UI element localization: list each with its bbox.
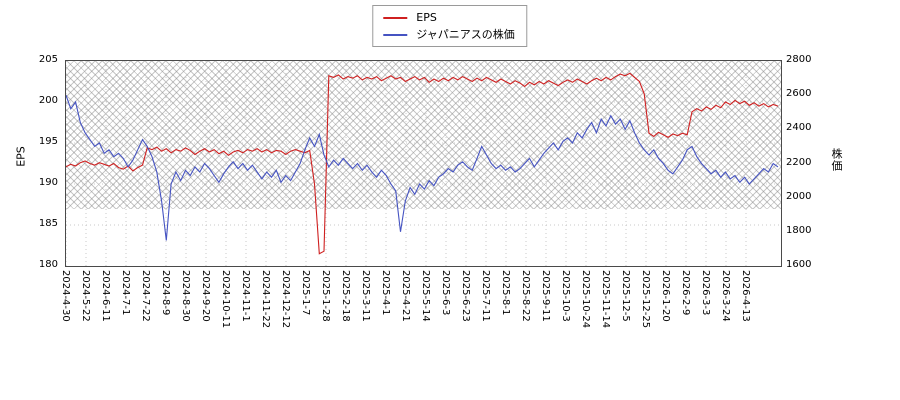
- x-tick-label: 2024-5-22: [80, 270, 91, 322]
- x-tick-label: 2025-6-23: [460, 270, 471, 322]
- x-tick-label: 2025-9-11: [540, 270, 551, 322]
- x-tick-label: 2025-1-28: [320, 270, 331, 322]
- y-tick-label-right: 1600: [786, 259, 812, 270]
- y-tick-label-left: 185: [38, 218, 58, 229]
- x-tick-label: 2026-1-20: [660, 270, 671, 322]
- y-tick-label-left: 195: [38, 136, 58, 147]
- x-tick-label: 2025-8-22: [520, 270, 531, 322]
- y-tick-label-right: 2400: [786, 122, 812, 134]
- x-tick-label: 2024-8-30: [180, 270, 191, 322]
- x-tick-label: 2024-7-1: [120, 270, 131, 316]
- x-tick-label: 2025-8-1: [500, 270, 511, 316]
- x-tick-label: 2024-8-9: [160, 270, 171, 316]
- x-tick-label: 2025-10-3: [560, 270, 571, 322]
- right-axis-title: 株価: [830, 148, 843, 172]
- x-tick-label: 2026-3-24: [720, 270, 731, 322]
- plot-area: [65, 60, 782, 267]
- y-tick-label-right: 1800: [786, 224, 812, 236]
- legend-item-stock-price: ジャパニアスの株価: [383, 28, 515, 41]
- x-tick-label: 2024-6-11: [100, 270, 111, 322]
- x-tick-label: 2024-10-11: [220, 270, 231, 329]
- y-tick-label-right: 2200: [786, 156, 812, 168]
- hatch-pattern: [66, 61, 781, 209]
- y-tick-label-right: 2000: [786, 190, 812, 202]
- x-tick-label: 2024-4-30: [60, 270, 71, 322]
- x-tick-label: 2025-10-24: [580, 270, 591, 329]
- y-tick-label-left: 190: [38, 177, 58, 188]
- x-tick-label: 2025-12-5: [620, 270, 631, 322]
- x-tick-label: 2025-4-21: [400, 270, 411, 322]
- x-tick-label: 2024-12-12: [280, 270, 291, 329]
- x-tick-label: 2025-2-18: [340, 270, 351, 322]
- x-tick-label: 2024-11-22: [260, 270, 271, 329]
- y-tick-label-right: 2600: [786, 88, 812, 100]
- x-tick-label: 2024-7-22: [140, 270, 151, 322]
- legend: EPS ジャパニアスの株価: [372, 5, 528, 47]
- x-tick-label: 2025-3-11: [360, 270, 371, 322]
- eps-line-swatch: [383, 16, 408, 19]
- legend-item-eps: EPS: [383, 11, 514, 24]
- x-tick-label: 2026-3-3: [700, 270, 711, 316]
- left-axis-title: EPS: [14, 146, 28, 167]
- x-tick-label: 2025-11-14: [600, 270, 611, 329]
- y-tick-label-left: 205: [38, 54, 58, 65]
- y-tick-label-left: 180: [38, 259, 58, 270]
- x-tick-label: 2024-11-1: [240, 270, 251, 322]
- x-tick-label: 2025-12-25: [640, 270, 651, 329]
- legend-label-eps: EPS: [416, 11, 437, 24]
- x-tick-label: 2025-7-11: [480, 270, 491, 322]
- x-tick-label: 2025-1-7: [300, 270, 311, 316]
- line-chart: [66, 61, 781, 266]
- y-tick-label-left: 200: [38, 95, 58, 106]
- x-tick-label: 2026-4-13: [740, 270, 751, 322]
- x-tick-label: 2025-4-1: [380, 270, 391, 316]
- x-tick-label: 2024-9-20: [200, 270, 211, 322]
- x-tick-label: 2025-5-14: [420, 270, 431, 322]
- legend-label-stock-price: ジャパニアスの株価: [416, 28, 515, 41]
- y-tick-label-right: 2800: [786, 54, 812, 65]
- price-line-swatch: [383, 33, 408, 36]
- x-tick-label: 2025-6-3: [440, 270, 451, 316]
- x-tick-label: 2026-2-9: [680, 270, 691, 316]
